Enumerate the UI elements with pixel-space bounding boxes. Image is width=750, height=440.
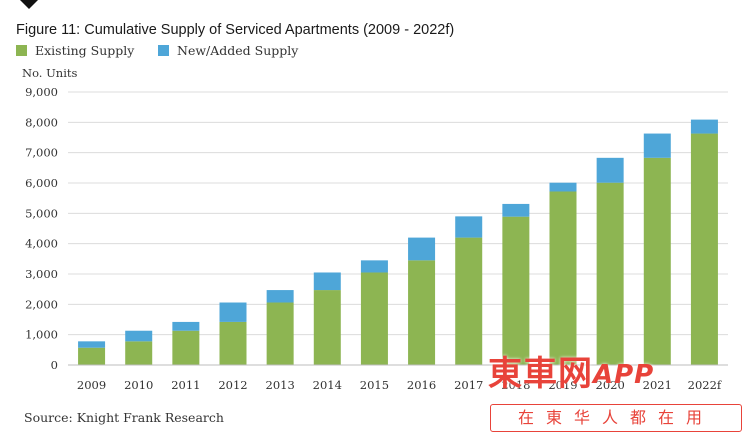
bar-new-supply [125, 330, 153, 342]
x-tick-label: 2019 [548, 378, 577, 392]
legend-label-new: New/Added Supply [177, 43, 299, 58]
bar-new-supply [313, 272, 341, 291]
bar-existing-supply [455, 237, 483, 365]
x-tick-label: 2015 [360, 378, 389, 392]
bar-new-supply [219, 302, 247, 322]
y-tick-label: 0 [51, 358, 58, 372]
x-tick-label: 2010 [124, 378, 153, 392]
x-tick-label: 2018 [501, 378, 530, 392]
bar-existing-supply [408, 260, 436, 365]
x-tick-label: 2021 [643, 378, 672, 392]
legend-item-existing: Existing Supply [16, 43, 134, 58]
x-tick-label: 2022f [688, 378, 722, 392]
bar-new-supply [690, 119, 718, 134]
x-tick-label: 2014 [313, 378, 342, 392]
watermark-logo-text: 東車网 [488, 354, 593, 394]
y-tick-label: 4,000 [25, 237, 58, 251]
bar-new-supply [643, 133, 671, 158]
section-marker [20, 0, 38, 9]
bar-new-supply [549, 182, 577, 192]
y-tick-label: 2,000 [25, 297, 58, 311]
bar-new-supply [596, 157, 624, 183]
bar-new-supply [502, 203, 530, 217]
x-tick-label: 2009 [77, 378, 106, 392]
bar-new-supply [408, 237, 436, 261]
bar-existing-supply [125, 341, 153, 365]
bar-new-supply [78, 341, 106, 348]
watermark: 東車网APP 在東华人都在用 [488, 352, 744, 436]
bar-existing-supply [643, 157, 671, 365]
bar-existing-supply [78, 347, 106, 365]
bar-new-supply [266, 290, 294, 303]
watermark-logo-suffix: APP [593, 360, 655, 390]
legend-swatch-existing [16, 45, 27, 56]
bar-existing-supply [360, 272, 388, 365]
chart-source: Source: Knight Frank Research [24, 410, 224, 425]
legend-swatch-new [158, 45, 169, 56]
y-tick-label: 9,000 [25, 85, 58, 99]
y-tick-label: 6,000 [25, 176, 58, 190]
legend-label-existing: Existing Supply [35, 43, 135, 58]
bar-existing-supply [549, 191, 577, 365]
bar-existing-supply [266, 302, 294, 365]
bar-existing-supply [502, 216, 530, 365]
chart-title: Figure 11: Cumulative Supply of Serviced… [16, 22, 455, 38]
bar-existing-supply [219, 321, 247, 365]
bar-existing-supply [690, 133, 718, 365]
bar-new-supply [360, 260, 388, 273]
watermark-logo: 東車网APP [488, 352, 654, 396]
bar-new-supply [455, 216, 483, 238]
bar-new-supply [172, 321, 200, 331]
y-tick-label: 7,000 [25, 146, 58, 160]
watermark-banner: 在東华人都在用 [490, 404, 742, 432]
y-axis-label: No. Units [22, 66, 77, 80]
x-tick-label: 2011 [171, 378, 200, 392]
bar-existing-supply [313, 290, 341, 365]
x-tick-label: 2013 [266, 378, 295, 392]
y-tick-label: 5,000 [25, 206, 58, 220]
x-tick-label: 2017 [454, 378, 483, 392]
bar-existing-supply [596, 182, 624, 365]
x-tick-label: 2016 [407, 378, 436, 392]
legend-item-new: New/Added Supply [158, 43, 298, 58]
x-tick-label: 2020 [596, 378, 625, 392]
y-tick-label: 1,000 [25, 328, 58, 342]
x-tick-label: 2012 [218, 378, 247, 392]
bar-existing-supply [172, 330, 200, 365]
y-tick-label: 8,000 [25, 115, 58, 129]
y-tick-label: 3,000 [25, 267, 58, 281]
